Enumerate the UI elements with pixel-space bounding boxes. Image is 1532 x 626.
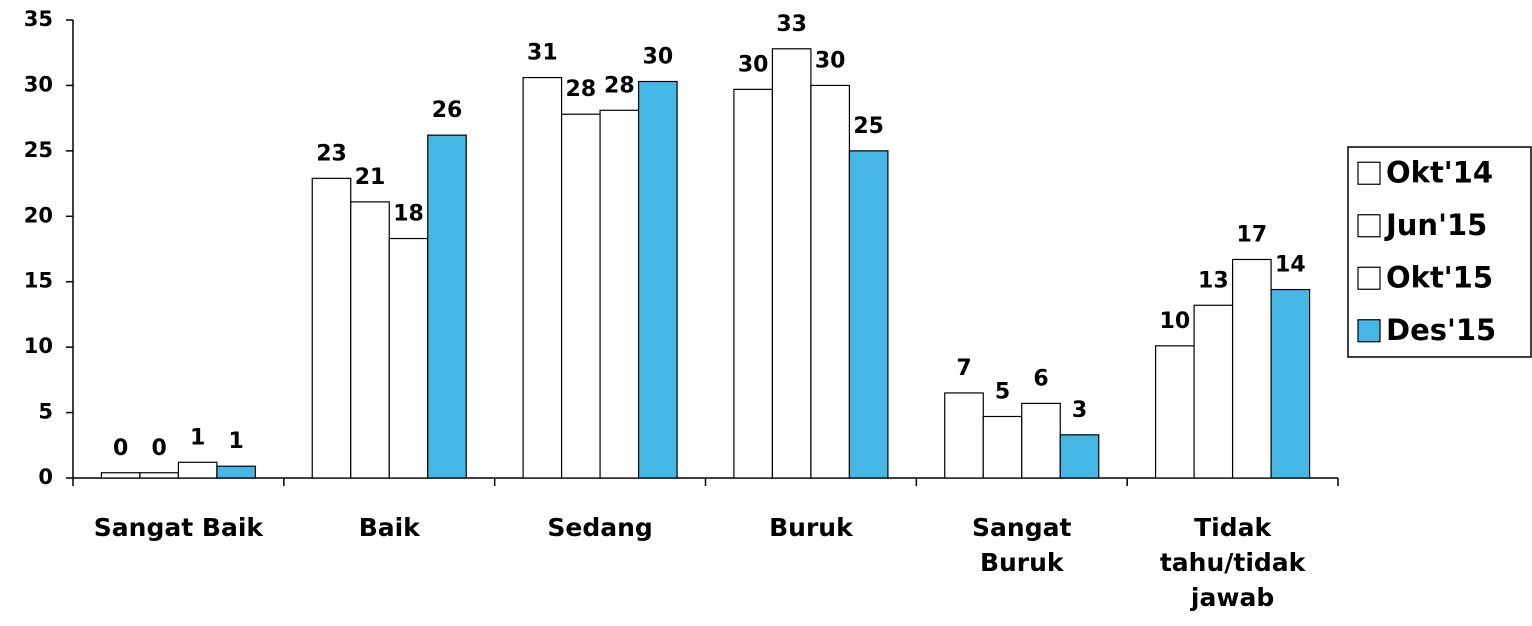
bar	[139, 472, 180, 479]
bar	[771, 48, 812, 479]
value-label: 14	[1275, 253, 1306, 278]
bar	[522, 76, 563, 479]
value-label: 23	[316, 141, 347, 166]
value-label: 21	[355, 165, 386, 190]
bar	[1231, 258, 1272, 479]
value-label: 0	[152, 436, 167, 461]
value-label: 28	[604, 73, 635, 98]
legend-label: Des'15	[1386, 313, 1496, 347]
y-tick-label: 0	[38, 465, 53, 489]
y-tick-label: 30	[24, 72, 53, 96]
x-tick-label: Sedang	[547, 513, 653, 542]
legend-swatch	[1357, 266, 1381, 290]
bar	[1154, 345, 1195, 479]
bar	[810, 84, 851, 479]
x-tick-label: Buruk	[769, 513, 853, 542]
legend-swatch	[1357, 161, 1381, 185]
y-tick-label: 35	[24, 7, 53, 31]
value-label: 30	[815, 48, 846, 73]
value-label: 28	[566, 77, 597, 102]
bar	[1021, 402, 1061, 479]
x-tick-label: Baik	[358, 513, 420, 542]
legend-frame	[1347, 146, 1532, 358]
y-tick-label: 20	[24, 203, 53, 227]
legend-label: Okt'14	[1386, 155, 1493, 189]
bar	[427, 134, 467, 479]
legend-swatch	[1357, 319, 1381, 343]
y-tick-label: 5	[38, 400, 53, 424]
value-label: 30	[738, 52, 769, 77]
bar	[848, 150, 889, 479]
y-tick-label: 25	[24, 138, 53, 162]
value-label: 5	[995, 379, 1010, 404]
bar	[560, 113, 601, 479]
value-label: 7	[956, 356, 971, 381]
legend-label: Okt'15	[1386, 260, 1493, 294]
value-label: 1	[229, 429, 244, 454]
x-tick-label: Sangat Buruk	[972, 513, 1072, 577]
bar	[1059, 434, 1100, 479]
value-label: 1	[190, 425, 205, 450]
value-label: 18	[393, 202, 424, 227]
bar	[1193, 304, 1234, 479]
bar	[944, 392, 984, 479]
value-label: 6	[1033, 366, 1048, 391]
bar	[216, 465, 257, 479]
legend-swatch	[1357, 214, 1381, 238]
value-label: 13	[1198, 268, 1229, 293]
bar	[311, 177, 352, 479]
value-label: 0	[113, 436, 128, 461]
y-tick-label: 10	[24, 334, 53, 358]
bar	[982, 415, 1023, 479]
value-label: 3	[1072, 398, 1087, 423]
x-tick-label: Tidak tahu/tidak jawab	[1159, 513, 1306, 612]
value-label: 33	[776, 12, 807, 37]
value-label: 25	[853, 114, 884, 139]
bar	[733, 88, 774, 479]
bar	[1270, 288, 1311, 479]
value-label: 10	[1160, 309, 1191, 334]
bar	[637, 80, 678, 479]
value-label: 26	[432, 98, 463, 123]
bar	[599, 109, 640, 479]
bar	[350, 201, 390, 479]
x-tick-label: Sangat Baik	[93, 513, 264, 542]
value-label: 31	[527, 41, 558, 66]
bar	[177, 461, 218, 479]
value-label: 17	[1237, 222, 1268, 247]
bar	[100, 472, 141, 479]
legend-label: Jun'15	[1384, 208, 1487, 242]
bar	[388, 237, 429, 479]
y-tick-label: 15	[24, 269, 53, 293]
value-label: 30	[643, 45, 674, 70]
